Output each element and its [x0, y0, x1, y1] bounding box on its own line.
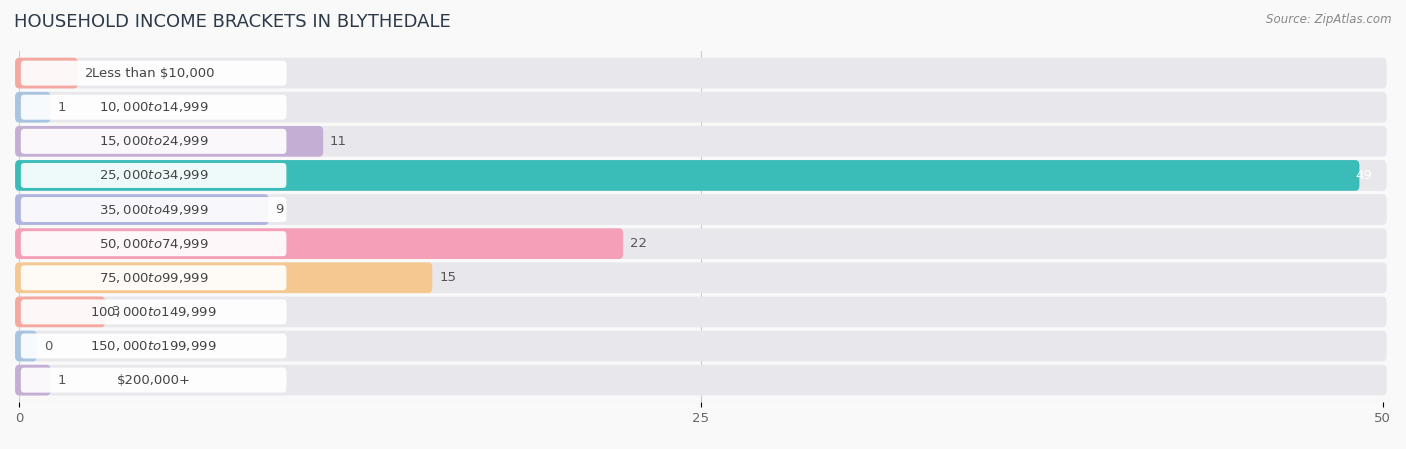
- FancyBboxPatch shape: [21, 61, 287, 86]
- Text: 22: 22: [630, 237, 647, 250]
- FancyBboxPatch shape: [15, 92, 51, 123]
- FancyBboxPatch shape: [15, 365, 1386, 396]
- Text: $100,000 to $149,999: $100,000 to $149,999: [90, 305, 217, 319]
- Text: $200,000+: $200,000+: [117, 374, 191, 387]
- FancyBboxPatch shape: [15, 126, 323, 157]
- Text: 9: 9: [276, 203, 284, 216]
- Text: 3: 3: [112, 305, 121, 318]
- FancyBboxPatch shape: [15, 262, 1386, 293]
- FancyBboxPatch shape: [21, 95, 287, 120]
- FancyBboxPatch shape: [15, 58, 77, 88]
- FancyBboxPatch shape: [15, 330, 37, 361]
- Text: 15: 15: [439, 271, 456, 284]
- FancyBboxPatch shape: [15, 92, 1386, 123]
- FancyBboxPatch shape: [15, 160, 1386, 191]
- Text: $25,000 to $34,999: $25,000 to $34,999: [98, 168, 208, 182]
- Text: $150,000 to $199,999: $150,000 to $199,999: [90, 339, 217, 353]
- FancyBboxPatch shape: [15, 228, 623, 259]
- FancyBboxPatch shape: [15, 194, 269, 225]
- FancyBboxPatch shape: [21, 265, 287, 290]
- Text: Source: ZipAtlas.com: Source: ZipAtlas.com: [1267, 13, 1392, 26]
- FancyBboxPatch shape: [21, 231, 287, 256]
- FancyBboxPatch shape: [15, 262, 432, 293]
- Text: $75,000 to $99,999: $75,000 to $99,999: [98, 271, 208, 285]
- Text: 2: 2: [84, 66, 93, 79]
- Text: 49: 49: [1355, 169, 1372, 182]
- FancyBboxPatch shape: [21, 129, 287, 154]
- FancyBboxPatch shape: [21, 334, 287, 358]
- FancyBboxPatch shape: [15, 58, 1386, 88]
- Text: Less than $10,000: Less than $10,000: [93, 66, 215, 79]
- FancyBboxPatch shape: [15, 296, 105, 327]
- FancyBboxPatch shape: [21, 197, 287, 222]
- Text: 1: 1: [58, 374, 66, 387]
- Text: 11: 11: [330, 135, 347, 148]
- FancyBboxPatch shape: [15, 330, 1386, 361]
- Text: HOUSEHOLD INCOME BRACKETS IN BLYTHEDALE: HOUSEHOLD INCOME BRACKETS IN BLYTHEDALE: [14, 13, 451, 31]
- Text: 1: 1: [58, 101, 66, 114]
- FancyBboxPatch shape: [15, 365, 51, 396]
- FancyBboxPatch shape: [21, 368, 287, 392]
- FancyBboxPatch shape: [15, 296, 1386, 327]
- FancyBboxPatch shape: [21, 299, 287, 324]
- Text: $15,000 to $24,999: $15,000 to $24,999: [98, 134, 208, 148]
- FancyBboxPatch shape: [21, 163, 287, 188]
- FancyBboxPatch shape: [15, 160, 1360, 191]
- Text: 0: 0: [44, 339, 52, 352]
- FancyBboxPatch shape: [15, 228, 1386, 259]
- Text: $35,000 to $49,999: $35,000 to $49,999: [98, 202, 208, 216]
- Text: $50,000 to $74,999: $50,000 to $74,999: [98, 237, 208, 251]
- FancyBboxPatch shape: [15, 194, 1386, 225]
- Text: $10,000 to $14,999: $10,000 to $14,999: [98, 100, 208, 114]
- FancyBboxPatch shape: [15, 126, 1386, 157]
